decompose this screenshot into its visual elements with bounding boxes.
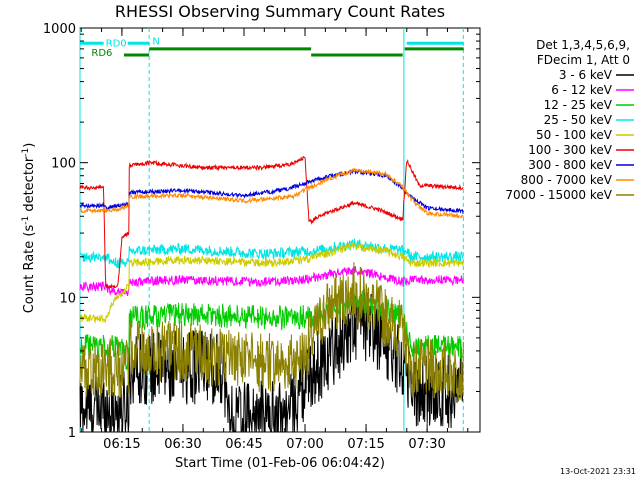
series-line-0 [79, 288, 464, 433]
footer-date: 13-Oct-2021 23:31 [560, 467, 636, 476]
legend-label: 3 - 6 keV [559, 68, 613, 82]
legend-label: 50 - 100 keV [536, 128, 613, 142]
legend-header-2: FDecim 1, Att 0 [537, 53, 630, 67]
legend-label: 7000 - 15000 keV [505, 188, 612, 202]
annotation-label-rd6: RD6 [91, 48, 112, 59]
annotation-label-bg [89, 47, 114, 59]
y-tick-label: 1 [68, 426, 76, 441]
series-line-4 [79, 242, 464, 324]
y-tick-label: 10 [59, 291, 76, 306]
x-axis-label: Start Time (01-Feb-06 06:04:42) [175, 456, 385, 471]
x-tick-label: 06:15 [103, 437, 140, 452]
series-line-3 [79, 238, 464, 269]
x-tick-label: 06:30 [164, 437, 201, 452]
series-line-8 [79, 262, 464, 402]
legend-header-1: Det 1,3,4,5,6,9, [536, 38, 630, 52]
legend-label: 12 - 25 keV [544, 98, 613, 112]
x-tick-label: 07:00 [286, 437, 323, 452]
y-axis-label: Count Rate (s-1 detector-1) [21, 143, 37, 314]
legend: Det 1,3,4,5,6,9, FDecim 1, Att 0 3 - 6 k… [505, 38, 634, 202]
y-tick-label: 100 [51, 157, 76, 172]
x-tick-label: 06:45 [225, 437, 262, 452]
legend-label: 6 - 12 keV [551, 83, 613, 97]
legend-label: 300 - 800 keV [528, 158, 612, 172]
y-tick-label: 1000 [43, 22, 76, 37]
annotation-label-bg [103, 37, 128, 49]
annotation-label-rd0: RD0 [106, 38, 127, 49]
legend-label: 25 - 50 keV [544, 113, 613, 127]
series-line-6 [79, 168, 464, 215]
x-tick-label: 07:30 [408, 437, 445, 452]
y-axis-ticks: 1 10 100 1000 [43, 22, 480, 441]
legend-label: 100 - 300 keV [528, 143, 612, 157]
series-line-5 [79, 156, 464, 289]
annotation-label-n: N [152, 36, 159, 47]
x-axis-ticks: 06:15 06:30 06:45 07:00 07:15 07:30 [80, 28, 469, 452]
series-line-1 [79, 266, 464, 297]
series-line-7 [79, 168, 464, 219]
x-tick-label: 07:15 [347, 437, 384, 452]
series-group [79, 156, 464, 433]
legend-label: 800 - 7000 keV [521, 173, 613, 187]
chart-title: RHESSI Observing Summary Count Rates [115, 2, 445, 21]
